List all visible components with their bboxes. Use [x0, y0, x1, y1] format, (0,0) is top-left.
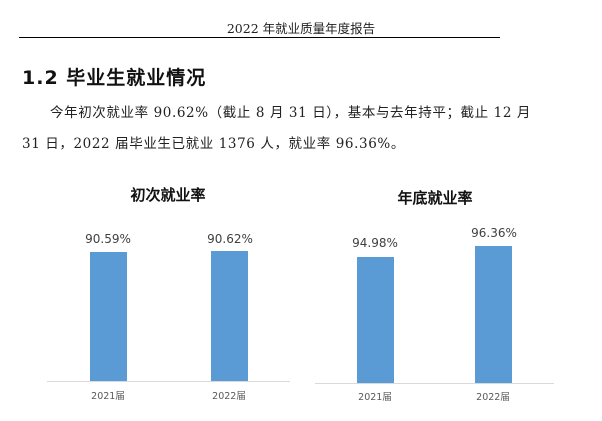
category-label: 2022届 — [212, 391, 246, 402]
page-header-title: 2022 年就业质量年度报告 — [226, 21, 376, 36]
category-label: 2021届 — [358, 392, 392, 403]
section-title: 1.2 毕业生就业情况 — [22, 67, 207, 89]
bar-2022 — [475, 246, 512, 383]
paragraph-line-2: 31 日，2022 届毕业生已就业 1376 人，就业率 96.36%。 — [22, 136, 405, 152]
bar-2021 — [357, 257, 394, 383]
bar-2021 — [90, 252, 127, 381]
x-axis — [315, 383, 554, 384]
paragraph-line-1: 今年初次就业率 90.62%（截止 8 月 31 日），基本与去年持平；截止 1… — [50, 105, 532, 121]
bar-value-label: 90.59% — [85, 232, 131, 246]
chart-title: 初次就业率 — [130, 186, 206, 204]
category-label: 2021届 — [91, 391, 125, 402]
x-axis — [47, 381, 290, 382]
category-label: 2022届 — [476, 392, 510, 403]
bar-value-label: 96.36% — [471, 226, 517, 240]
bar-2022 — [211, 251, 248, 381]
bar-value-label: 94.98% — [352, 236, 398, 250]
header-divider — [19, 37, 500, 38]
chart-title: 年底就业率 — [397, 189, 473, 207]
bar-value-label: 90.62% — [207, 232, 253, 246]
